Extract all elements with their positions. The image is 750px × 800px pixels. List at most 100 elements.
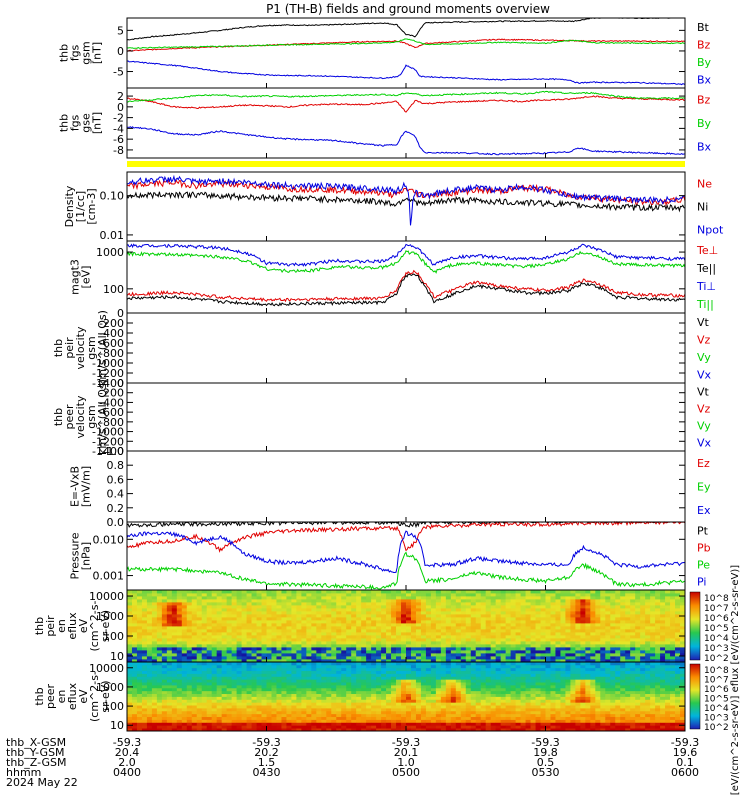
spectrogram-cell <box>545 629 551 633</box>
spectrogram-cell <box>480 662 487 666</box>
spectrogram-cell <box>141 647 148 651</box>
spectrogram-cell <box>291 676 297 680</box>
spectrogram-cell <box>251 638 257 642</box>
spectrogram-cell <box>311 647 317 651</box>
spectrogram-cell <box>620 656 626 660</box>
spectrogram-cell <box>166 667 173 672</box>
spectrogram-cell <box>396 687 402 692</box>
spectrogram-cell <box>430 620 437 624</box>
spectrogram-cell <box>351 644 357 648</box>
spectrogram-cell <box>525 664 531 669</box>
spectrogram-cell <box>610 620 616 624</box>
spectrogram-cell <box>406 676 412 680</box>
spectrogram-cell <box>236 679 242 683</box>
spectrogram-cell <box>420 673 427 677</box>
spectrogram-cell <box>570 608 576 612</box>
spectrogram-cell <box>316 725 322 729</box>
spectrogram-cell <box>575 593 581 597</box>
spectrogram-cell <box>346 705 352 709</box>
spectrogram-cell <box>221 705 228 709</box>
spectrogram-cell <box>351 653 357 657</box>
spectrogram-cell <box>435 699 442 703</box>
spectrogram-cell <box>311 725 317 729</box>
spectrogram-cell <box>306 693 312 697</box>
spectrogram-cell <box>196 728 203 732</box>
spectrogram-cell <box>296 696 302 700</box>
spectrogram-cell <box>186 623 193 627</box>
spectrogram-cell <box>535 728 541 732</box>
spectrogram-cell <box>311 693 317 697</box>
spectrogram-cell <box>475 623 482 627</box>
spectrogram-cell <box>176 687 183 692</box>
spectrogram-cell <box>445 623 452 627</box>
spectrogram-cell <box>251 626 257 630</box>
spectrogram-cell <box>565 593 571 597</box>
spectrogram-cell <box>321 699 327 703</box>
spectrogram-cell <box>500 673 507 677</box>
spectrogram-cell <box>495 705 502 709</box>
spectrogram-cell <box>161 682 168 686</box>
spectrogram-cell <box>251 659 257 663</box>
spectrogram-cell <box>306 611 312 615</box>
spectrogram-cell <box>420 593 427 597</box>
spectrogram-cell <box>226 696 233 700</box>
spectrogram-cell <box>425 644 432 648</box>
spectrogram-cell <box>201 673 208 677</box>
spectrogram-cell <box>226 682 233 686</box>
spectrogram-cell <box>530 659 536 663</box>
spectrogram-cell <box>401 719 407 723</box>
spectrogram-cell <box>430 623 437 627</box>
spectrogram-cell <box>366 693 372 697</box>
spectrogram-cell <box>530 673 536 677</box>
spectrogram-cell <box>286 590 292 594</box>
spectrogram-cell <box>136 590 143 594</box>
spectrogram-cell <box>655 617 661 621</box>
spectrogram-cell <box>196 593 203 597</box>
spectrogram-cell <box>321 667 327 672</box>
spectrogram-cell <box>251 713 257 718</box>
spectrogram-cell <box>401 664 407 669</box>
legend-entry: Bx <box>697 140 712 153</box>
spectrogram-cell <box>361 653 367 657</box>
spectrogram-cell <box>256 708 262 712</box>
spectrogram-cell <box>425 693 432 697</box>
spectrogram-cell <box>600 590 606 594</box>
spectrogram-cell <box>381 659 387 663</box>
spectrogram-cell <box>246 626 252 630</box>
spectrogram-cell <box>206 638 213 642</box>
spectrogram-cell <box>465 670 472 674</box>
spectrogram-cell <box>216 596 223 600</box>
spectrogram-cell <box>231 676 238 680</box>
spectrogram-cell <box>341 596 347 600</box>
spectrogram-cell <box>206 722 213 726</box>
spectrogram-cell <box>440 656 447 660</box>
spectrogram-cell <box>675 656 681 660</box>
spectrogram-cell <box>670 617 676 621</box>
spectrogram-cell <box>465 590 472 594</box>
spectrogram-cell <box>455 599 462 603</box>
spectrogram-cell <box>226 593 233 597</box>
spectrogram-cell <box>545 725 551 729</box>
spectrogram-cell <box>386 664 392 669</box>
spectrogram-cell <box>540 719 546 723</box>
spectrogram-cell <box>460 599 467 603</box>
spectrogram-cell <box>530 647 536 651</box>
spectrogram-cell <box>430 626 437 630</box>
y-tick-label: 0 <box>117 45 124 58</box>
spectrogram-cell <box>401 685 407 689</box>
spectrogram-cell <box>301 659 307 663</box>
spectrogram-cell <box>371 644 377 648</box>
spectrogram-cell <box>356 725 362 729</box>
spectrogram-cell <box>151 690 158 695</box>
spectrogram-cell <box>186 590 193 594</box>
spectrogram-cell <box>206 699 213 703</box>
spectrogram-cell <box>510 623 516 627</box>
spectrogram-cell <box>361 687 367 692</box>
spectrogram-cell <box>440 659 447 663</box>
spectrogram-cell <box>221 593 228 597</box>
spectrogram-cell <box>326 632 332 636</box>
spectrogram-cell <box>276 679 282 683</box>
spectrogram-cell <box>191 708 198 712</box>
spectrogram-cell <box>226 590 233 594</box>
spectrogram-cell <box>565 590 571 594</box>
